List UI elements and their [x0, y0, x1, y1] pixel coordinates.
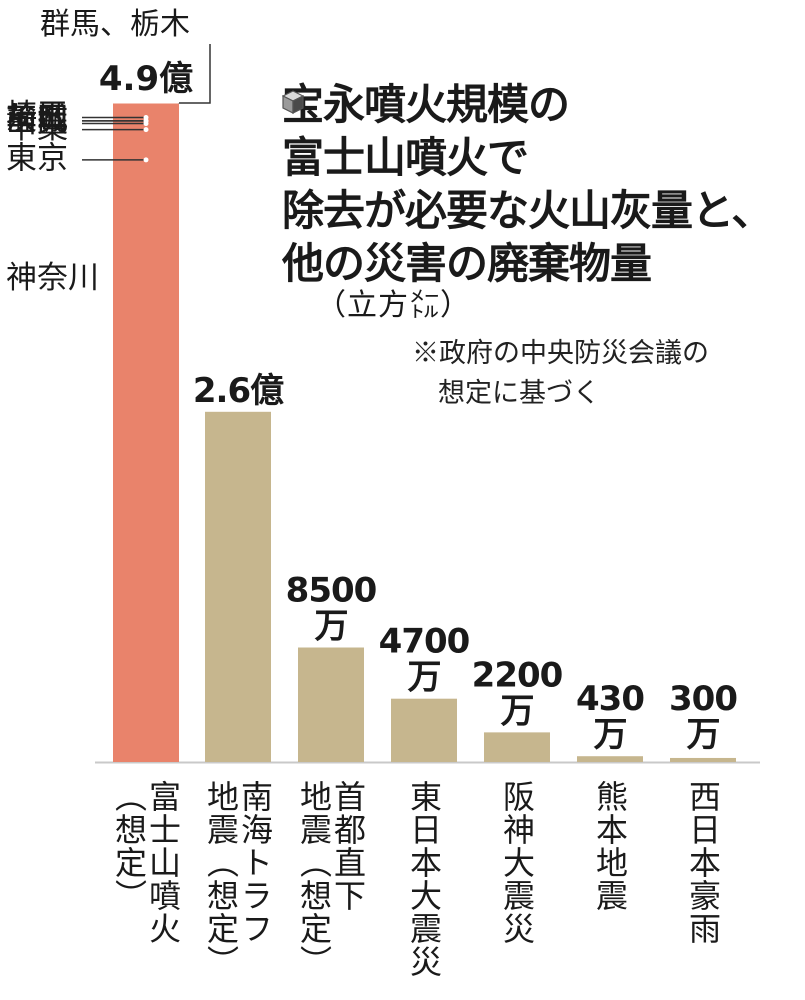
prefecture-label: 茨城	[6, 101, 68, 137]
value-label: 430	[576, 679, 644, 719]
bar-3	[298, 647, 364, 762]
title-line-3: 除去が必要な火山灰量と、	[282, 186, 773, 235]
bar-2	[205, 411, 271, 762]
category-label: 富士山噴火	[144, 780, 182, 945]
leader-dot	[143, 127, 149, 133]
prefecture-label: 千葉	[6, 110, 68, 146]
prefecture-label: 山梨	[6, 104, 68, 140]
note-line-1: ※政府の中央防災会議の	[412, 338, 709, 369]
title-line-1: 宝永噴火規模の	[282, 80, 570, 129]
callout-line	[178, 44, 211, 104]
value-label: 2.6億	[193, 371, 284, 411]
value-label: 万	[408, 658, 441, 698]
prefecture-label: 埼玉	[6, 98, 68, 134]
value-label: 万	[315, 607, 348, 647]
prefecture-label: 神奈川	[6, 260, 99, 296]
category-label: 東日本大震災	[405, 780, 443, 978]
bar-6	[577, 756, 643, 762]
source-note: ※政府の中央防災会議の 想定に基づく	[412, 334, 709, 414]
leader-dot	[143, 157, 149, 163]
prefecture-label: 静岡	[6, 101, 68, 137]
title-line-2: 富士山噴火で	[282, 133, 529, 182]
bar-4	[391, 698, 457, 762]
leader-dot	[143, 121, 149, 127]
value-label: 4700	[379, 622, 470, 662]
value-label: 万	[501, 691, 534, 731]
value-label: 万	[594, 715, 627, 755]
category-label: 地震（想定）	[202, 780, 240, 978]
category-label: 南海トラフ	[236, 780, 274, 945]
bar-5	[484, 732, 550, 762]
note-line-2: 想定に基づく	[438, 378, 600, 409]
unit-label: （立方㍍）	[316, 288, 471, 323]
title-line-4: 他の災害の廃棄物量	[282, 239, 652, 288]
category-label: 阪神大震災	[498, 780, 536, 945]
bar-7	[670, 757, 736, 762]
prefecture-label: 群馬、栃木	[40, 7, 190, 42]
category-label: 地震（想定）	[295, 780, 333, 978]
prefecture-label: 東京	[6, 140, 68, 176]
category-label: 熊本地震	[591, 780, 629, 912]
value-label: 8500	[286, 571, 377, 611]
cube-icon	[282, 90, 304, 114]
category-label: （想定）	[110, 780, 148, 912]
value-label: 300	[669, 679, 737, 719]
value-label: 2200	[472, 655, 563, 695]
category-label: 西日本豪雨	[684, 780, 722, 945]
value-label: 4.9億	[99, 59, 193, 99]
category-label: 首都直下	[329, 780, 367, 912]
chart-title: 宝永噴火規模の 富士山噴火で 除去が必要な火山灰量と、 他の災害の廃棄物量	[282, 78, 797, 290]
value-label: 万	[687, 715, 720, 755]
bar-1	[113, 102, 179, 762]
